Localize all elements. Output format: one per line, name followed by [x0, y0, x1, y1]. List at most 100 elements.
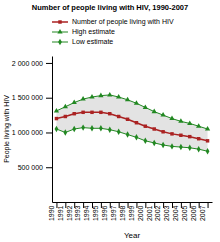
legend-item: Number of people living with HIV	[52, 18, 174, 26]
x-tick: 1992	[66, 202, 75, 221]
marker	[72, 112, 75, 115]
marker	[206, 139, 209, 142]
marker	[205, 126, 210, 131]
x-tick: 1997	[110, 202, 119, 221]
x-tick-label: 1991	[57, 205, 64, 221]
marker	[170, 132, 173, 135]
marker	[90, 125, 94, 131]
x-tick: 1990	[48, 202, 57, 221]
marker	[144, 124, 147, 127]
marker	[197, 146, 201, 152]
marker	[107, 92, 112, 97]
series-line	[56, 95, 207, 129]
marker	[178, 118, 183, 123]
marker	[64, 115, 67, 118]
legend-label: Number of people living with HIV	[72, 18, 174, 26]
marker	[161, 130, 164, 133]
series-line	[56, 112, 207, 141]
y-axis-line	[52, 57, 53, 203]
marker	[81, 111, 84, 114]
marker	[89, 94, 94, 99]
marker	[179, 144, 183, 150]
x-tick-label: 1996	[101, 205, 108, 221]
x-tick: 2001	[146, 202, 155, 221]
marker	[135, 134, 139, 140]
marker	[72, 100, 77, 105]
marker	[99, 111, 102, 114]
x-tick: 1991	[57, 202, 66, 221]
x-tick-label: 1994	[83, 205, 90, 221]
y-tick-label: 2 000 000	[12, 60, 43, 67]
x-tick-label: 1999	[128, 205, 135, 221]
marker	[152, 127, 155, 130]
x-tick: 1993	[74, 202, 83, 221]
marker	[108, 126, 112, 132]
legend-label: High estimate	[72, 28, 115, 36]
x-tick-label: 2006	[190, 205, 197, 221]
x-tick: 2002	[154, 202, 163, 221]
series-line	[56, 128, 207, 152]
marker	[187, 120, 192, 125]
marker	[160, 112, 165, 117]
x-tick: 2006	[190, 202, 199, 221]
x-tick-label: 1998	[119, 205, 126, 221]
marker	[81, 124, 85, 130]
marker	[54, 108, 59, 113]
y-tick: 2 000 000	[12, 60, 52, 67]
marker	[161, 142, 165, 148]
marker	[135, 121, 138, 124]
marker	[116, 94, 121, 99]
marker	[143, 104, 148, 109]
x-tick-label: 2007	[199, 205, 206, 221]
marker	[90, 111, 93, 114]
marker	[134, 100, 139, 105]
marker	[169, 116, 174, 121]
x-tick-label: 2005	[181, 205, 188, 221]
marker	[99, 125, 103, 131]
marker	[179, 134, 182, 137]
marker	[188, 135, 191, 138]
y-tick-label: 1 500 000	[12, 94, 43, 101]
marker	[206, 148, 210, 154]
legend-swatch	[52, 21, 68, 23]
x-tick-label: 1992	[66, 205, 73, 221]
x-axis-line	[53, 202, 213, 203]
y-tick: 1 500 000	[12, 94, 52, 101]
x-tick: 2004	[172, 202, 181, 221]
x-tick-label: 2003	[163, 205, 170, 221]
legend-marker	[58, 20, 61, 23]
x-tick: 1999	[128, 202, 137, 221]
plot: 1990199119921993199419951996199719981999…	[12, 57, 213, 222]
legend-item: High estimate	[52, 28, 115, 36]
y-tick: 500 000	[18, 164, 52, 171]
marker	[117, 129, 121, 135]
y-tick-mark	[46, 98, 52, 99]
x-tick: 1994	[83, 202, 92, 221]
marker	[126, 131, 130, 137]
title: Number of people living with HIV, 1990-2…	[32, 3, 188, 12]
x-tick: 2005	[181, 202, 190, 221]
marker	[152, 109, 157, 114]
marker	[125, 97, 130, 102]
x-tick: 2003	[163, 202, 172, 221]
marker	[126, 118, 129, 121]
marker	[143, 138, 147, 144]
legend-marker	[58, 39, 62, 45]
x-axis: 1990199119921993199419951996199719981999…	[48, 202, 213, 221]
chart: 1990199119921993199419951996199719981999…	[0, 0, 220, 242]
marker	[98, 93, 103, 98]
x-tick-label: 2001	[146, 205, 153, 221]
y-tick-label: 500 000	[18, 164, 43, 171]
marker	[188, 145, 192, 151]
x-tick-mark	[208, 202, 209, 208]
x-tick-label: 1990	[48, 205, 55, 221]
marker	[63, 129, 67, 135]
legend-label: Low estimate	[72, 38, 113, 45]
y-tick: 1 000 000	[12, 129, 52, 136]
y-tick-mark	[46, 167, 52, 168]
marker	[72, 126, 76, 132]
y-tick-mark	[46, 63, 52, 64]
y-axis: 500 000 1 000 000 1 500 000 2 000 000	[12, 57, 53, 203]
marker	[80, 96, 85, 101]
range-band	[56, 95, 207, 151]
